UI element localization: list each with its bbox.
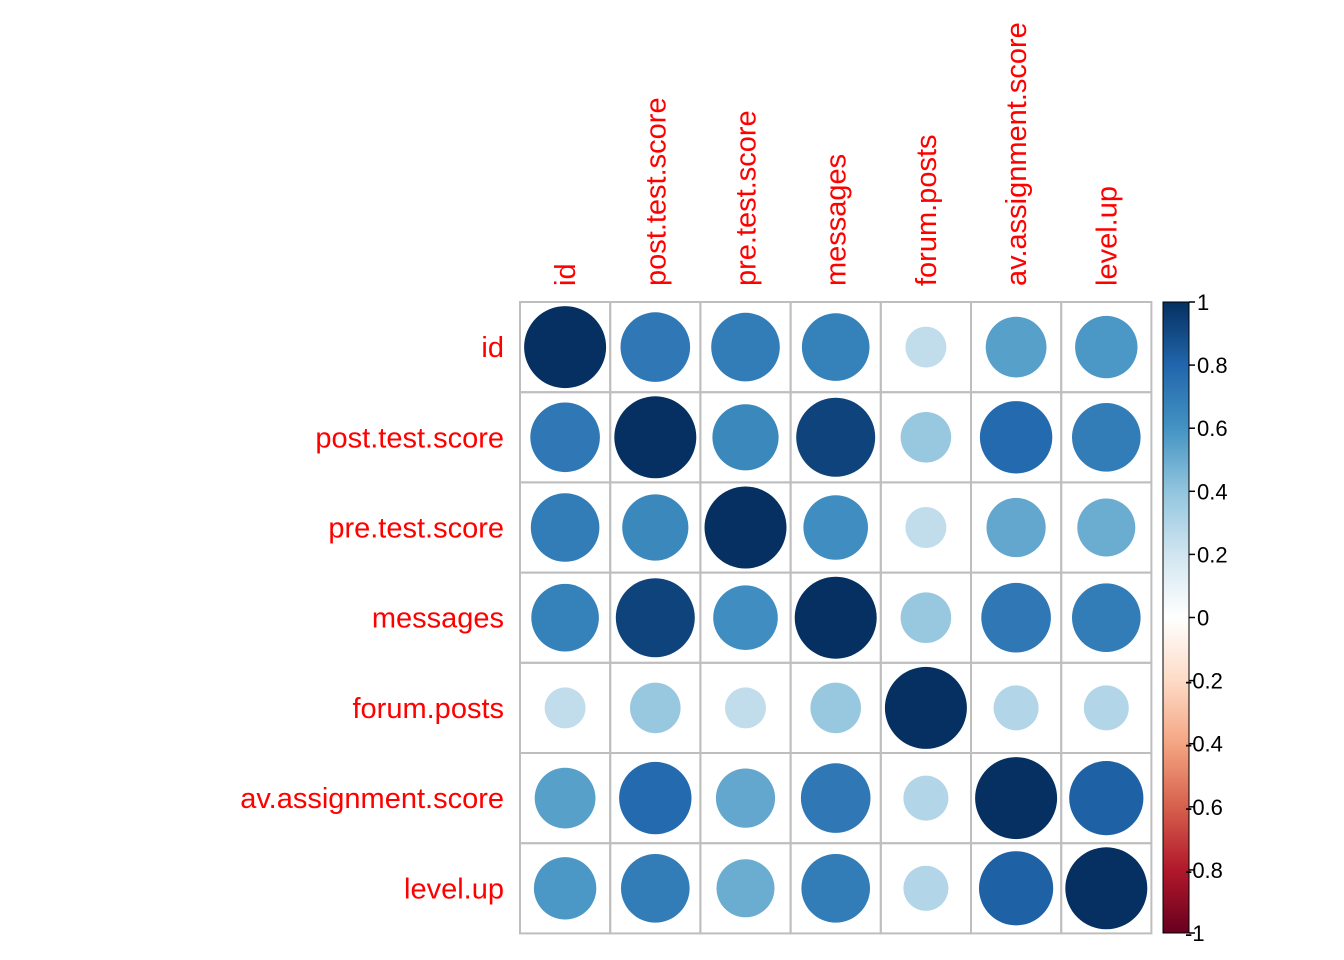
col-label-id: id	[550, 263, 582, 286]
row-label-av.assignment.score: av.assignment.score	[240, 783, 504, 815]
corr-circle-post.test.score-id: post.test.score / id: 0.72	[530, 402, 600, 473]
corr-circle-id-post.test.score: id / post.test.score: 0.72	[620, 312, 691, 382]
colorbar-tick-label: -0.4	[1185, 732, 1223, 757]
colorbar-tick-label: 0.8	[1197, 353, 1228, 378]
corr-circle-forum.posts-av.assignment.score: forum.posts / av.assignment.score: 0.3	[993, 685, 1039, 731]
corr-circle-id-forum.posts: id / forum.posts: 0.25	[905, 326, 947, 368]
corr-circle-post.test.score-level.up: post.test.score / level.up: 0.7	[1072, 403, 1141, 472]
corr-circle-messages-pre.test.score: messages / pre.test.score: 0.62	[713, 585, 778, 650]
corr-circle-post.test.score-av.assignment.score: post.test.score / av.assignment.score: 0…	[979, 401, 1053, 474]
colorbar-tick-label: 0.4	[1197, 479, 1228, 504]
corr-circle-level.up-level.up: level.up / level.up: 1	[1065, 847, 1148, 930]
corr-circle-level.up-pre.test.score: level.up / pre.test.score: 0.5	[716, 859, 775, 918]
corr-circle-forum.posts-id: forum.posts / id: 0.25	[544, 687, 586, 729]
row-label-messages: messages	[372, 603, 504, 635]
row-labels: id post.test.score pre.test.score messages f…	[240, 332, 504, 905]
col-label-pre.test.score: pre.test.score	[731, 110, 763, 286]
colorbar-tick-label: -0.2	[1185, 669, 1223, 694]
row-label-pre.test.score: pre.test.score	[328, 513, 504, 545]
corr-circle-forum.posts-messages: forum.posts / messages: 0.38	[810, 682, 861, 734]
row-label-post.test.score: post.test.score	[315, 422, 504, 454]
colorbar-tick-label: 0.2	[1197, 542, 1228, 567]
col-label-post.test.score: post.test.score	[640, 97, 672, 286]
correlation-cells: id / id: 1id / post.test.score: 0.72 id /…	[519, 301, 1153, 935]
corr-circle-messages-forum.posts: messages / forum.posts: 0.38	[900, 592, 952, 643]
corr-circle-pre.test.score-av.assignment.score: pre.test.score / av.assignment.score: 0.…	[986, 497, 1046, 558]
corr-circle-forum.posts-level.up: forum.posts / level.up: 0.3	[1083, 685, 1129, 731]
corr-circle-av.assignment.score-post.test.score: av.assignment.score / post.test.score: 0…	[619, 761, 692, 835]
colorbar-tick-label: 0.6	[1197, 416, 1228, 441]
corr-circle-messages-post.test.score: messages / post.test.score: 0.93	[615, 578, 695, 658]
colorbar-tick-label: -0.8	[1185, 858, 1223, 883]
col-label-forum.posts: forum.posts	[911, 135, 943, 287]
corr-circle-level.up-forum.posts: level.up / forum.posts: 0.3	[903, 865, 949, 911]
corr-circle-post.test.score-post.test.score: post.test.score / post.test.score: 1	[614, 396, 697, 479]
corr-circle-level.up-messages: level.up / messages: 0.7	[801, 854, 870, 923]
corr-circle-level.up-post.test.score: level.up / post.test.score: 0.7	[621, 854, 690, 923]
corr-circle-av.assignment.score-messages: av.assignment.score / messages: 0.72	[800, 763, 871, 833]
corr-circle-forum.posts-pre.test.score: forum.posts / pre.test.score: 0.25	[725, 687, 766, 729]
row-label-level.up: level.up	[404, 873, 504, 905]
corr-circle-post.test.score-messages: post.test.score / messages: 0.93	[796, 397, 876, 477]
colorbar-tick-label: 1	[1197, 290, 1209, 315]
corr-circle-pre.test.score-post.test.score: pre.test.score / post.test.score: 0.65	[622, 494, 689, 561]
corr-circle-id-messages: id / messages: 0.68	[801, 313, 870, 381]
corr-circle-level.up-av.assignment.score: level.up / av.assignment.score: 0.82	[979, 851, 1054, 926]
row-label-forum.posts: forum.posts	[353, 693, 505, 725]
col-label-level.up: level.up	[1091, 186, 1123, 286]
corr-circle-av.assignment.score-pre.test.score: av.assignment.score / pre.test.score: 0.…	[715, 768, 776, 828]
colorbar-gradient	[1162, 301, 1190, 934]
corr-circle-av.assignment.score-id: av.assignment.score / id: 0.55	[534, 767, 596, 829]
corr-circle-id-pre.test.score: id / pre.test.score: 0.7	[711, 312, 780, 382]
corr-circle-messages-av.assignment.score: messages / av.assignment.score: 0.72	[981, 582, 1051, 653]
column-labels: id post.test.score pre.test.score messages f…	[550, 22, 1123, 286]
corr-circle-messages-level.up: messages / level.up: 0.7	[1072, 583, 1141, 652]
corr-circle-pre.test.score-level.up: pre.test.score / level.up: 0.5	[1077, 498, 1136, 557]
colorbar-tick-label: -0.6	[1185, 795, 1223, 820]
corr-circle-av.assignment.score-forum.posts: av.assignment.score / forum.posts: 0.3	[903, 775, 949, 821]
corr-circle-pre.test.score-id: pre.test.score / id: 0.7	[530, 493, 600, 562]
row-label-id: id	[481, 332, 504, 364]
corr-circle-pre.test.score-pre.test.score: pre.test.score / pre.test.score: 1	[704, 486, 787, 569]
corr-circle-av.assignment.score-av.assignment.score: av.assignment.score / av.assignment.scor…	[975, 757, 1058, 840]
corr-circle-forum.posts-forum.posts: forum.posts / forum.posts: 1	[884, 666, 967, 749]
corr-circle-post.test.score-forum.posts: post.test.score / forum.posts: 0.38	[900, 412, 952, 463]
corr-circle-post.test.score-pre.test.score: post.test.score / pre.test.score: 0.65	[712, 404, 779, 471]
corr-circle-id-level.up: id / level.up: 0.58	[1075, 315, 1138, 379]
corr-circle-level.up-id: level.up / id: 0.58	[533, 857, 597, 920]
corr-circle-forum.posts-post.test.score: forum.posts / post.test.score: 0.38	[630, 682, 681, 734]
corr-circle-av.assignment.score-level.up: av.assignment.score / level.up: 0.82	[1069, 761, 1144, 836]
color-legend: 1 0.8 0.6 0.4 0.2 0 -0.2 -0.4 -0.6 -0.8 -1	[1162, 290, 1228, 946]
corr-circle-messages-messages: messages / messages: 1	[794, 576, 877, 659]
colorbar-tick-label: -1	[1185, 921, 1205, 946]
col-label-messages: messages	[821, 154, 853, 286]
corr-circle-id-id: id / id: 1	[524, 306, 607, 389]
corr-circle-id-av.assignment.score: id / av.assignment.score: 0.55	[985, 316, 1047, 378]
corr-circle-messages-id: messages / id: 0.68	[531, 583, 599, 652]
corr-circle-pre.test.score-forum.posts: pre.test.score / forum.posts: 0.25	[905, 507, 947, 548]
corr-circle-pre.test.score-messages: pre.test.score / messages: 0.62	[803, 495, 868, 560]
colorbar-tick-label: 0	[1197, 606, 1209, 631]
col-label-av.assignment.score: av.assignment.score	[1001, 22, 1033, 286]
grid-cell	[1060, 842, 1153, 935]
